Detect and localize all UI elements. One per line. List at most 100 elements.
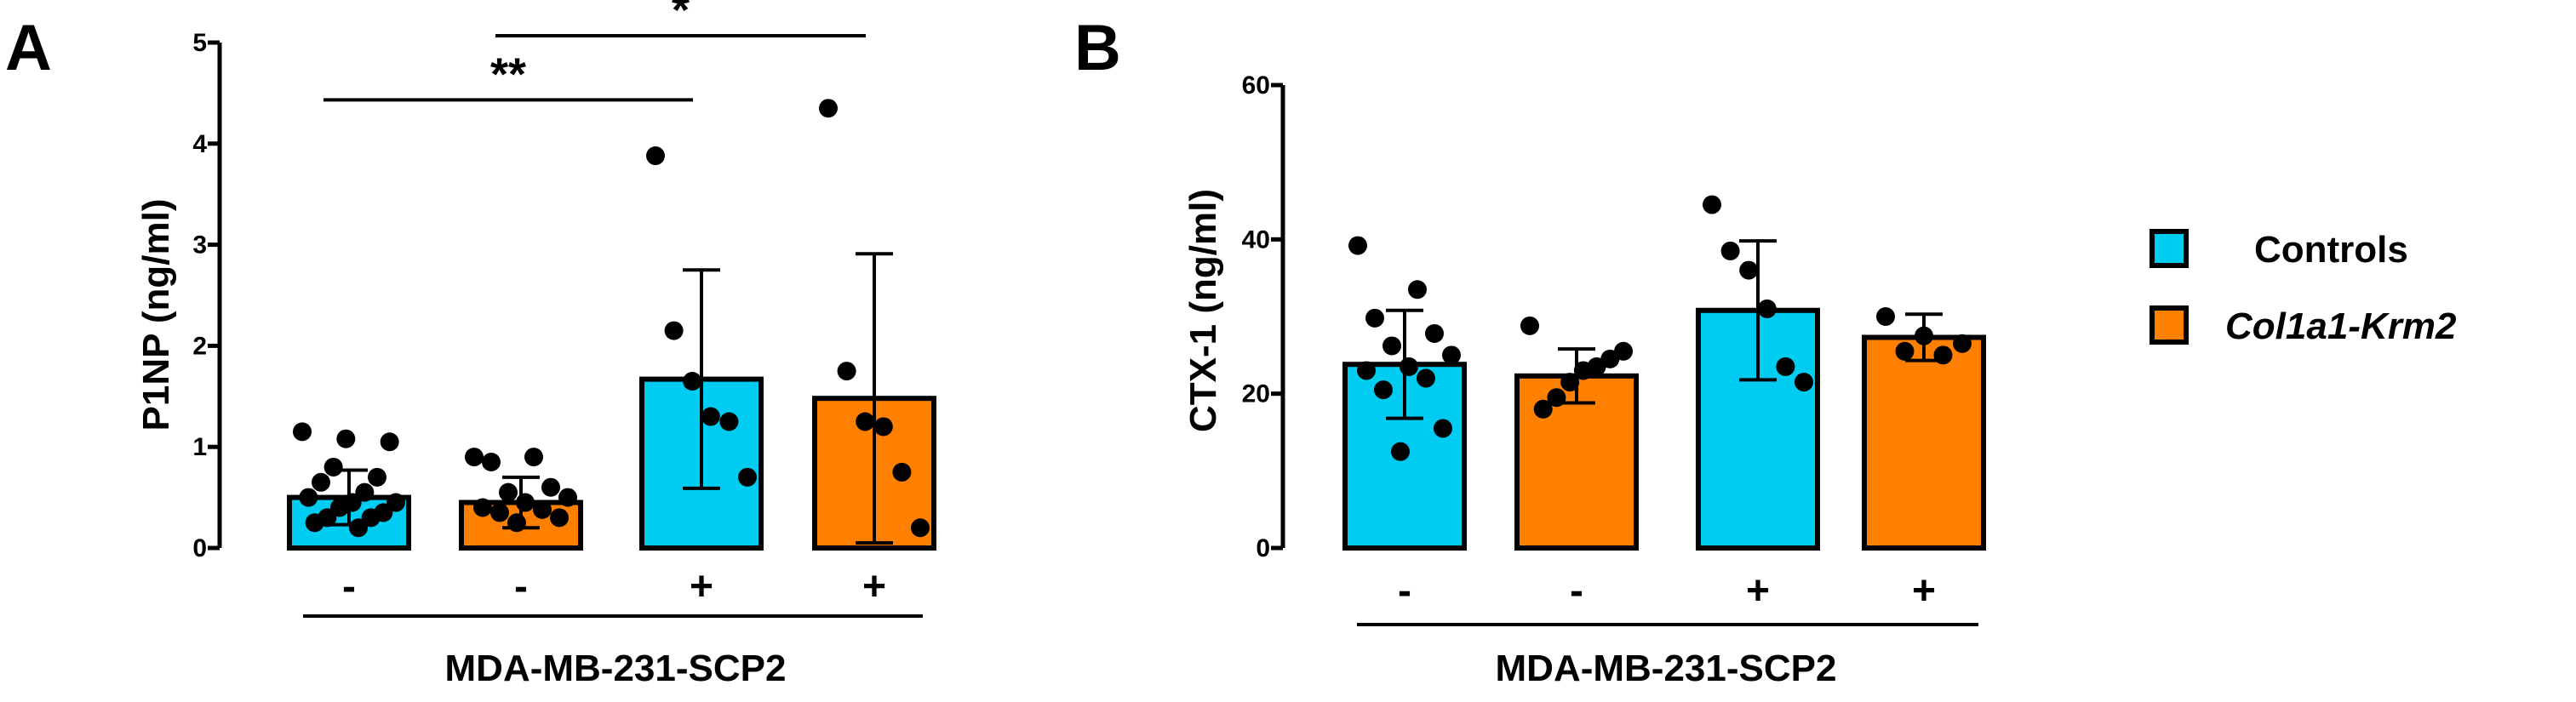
panel-b-treatment-label-3: + bbox=[1912, 568, 1936, 614]
panel-a-data-point bbox=[368, 467, 386, 487]
panel-b-y-tick-label: 40 bbox=[1242, 225, 1270, 254]
panel-a-data-point bbox=[323, 457, 343, 477]
panel-b-data-point bbox=[1520, 316, 1539, 335]
panel-b-data-point bbox=[1400, 357, 1418, 376]
panel-a-data-point bbox=[683, 371, 702, 391]
panel-a-y-tick-label: 3 bbox=[192, 231, 207, 260]
panel-a-data-point bbox=[507, 513, 526, 533]
panel-b-data-point bbox=[1953, 334, 1972, 353]
panel-b-treatment-label-1: - bbox=[1570, 568, 1583, 614]
panel-a-data-point bbox=[701, 407, 720, 426]
panel-a-data-point bbox=[336, 429, 356, 448]
panel-b-bar-3 bbox=[1862, 334, 1986, 551]
panel-a-data-point bbox=[819, 99, 838, 118]
panel-a-data-point bbox=[330, 498, 349, 517]
panel-a-data-point bbox=[473, 498, 492, 517]
legend-label-controls: Controls bbox=[2254, 229, 2408, 271]
panel-b-data-point bbox=[1703, 195, 1721, 214]
panel-b-data-point bbox=[1408, 280, 1427, 300]
panel-b-data-point bbox=[1720, 241, 1740, 260]
panel-b-data-point bbox=[1357, 361, 1376, 380]
panel-a-data-point bbox=[361, 508, 381, 528]
panel-a-data-point bbox=[550, 508, 569, 528]
panel-a-y-axis-label: P1NP (ng/ml) bbox=[135, 198, 177, 431]
panel-a-data-point bbox=[533, 499, 552, 519]
panel-a-y-tick-label: 4 bbox=[192, 130, 207, 158]
panel-b-data-point bbox=[1374, 380, 1393, 400]
panel-b-data-point bbox=[1434, 419, 1452, 438]
panel-a-data-point bbox=[541, 477, 560, 497]
panel-a-significance-label-1: * bbox=[672, 0, 690, 36]
panel-b-data-point bbox=[1933, 345, 1953, 365]
legend-swatch-krm2 bbox=[2150, 305, 2189, 345]
panel-b-data-point bbox=[1776, 357, 1795, 376]
panel-b-data-point bbox=[1895, 341, 1915, 361]
panel-a-data-point bbox=[499, 482, 518, 502]
panel-a-data-point bbox=[490, 503, 509, 522]
panel-a-data-point bbox=[380, 432, 399, 452]
panel-a-data-point bbox=[719, 412, 739, 431]
panel-b-data-point bbox=[1348, 236, 1367, 255]
panel-a-data-point bbox=[558, 488, 577, 507]
panel-a-data-point bbox=[856, 412, 875, 431]
panel-b-y-tick-label: 0 bbox=[1256, 534, 1270, 562]
panel-b-data-point bbox=[1915, 326, 1933, 345]
panel-a-x-axis-label: MDA-MB-231-SCP2 bbox=[445, 648, 787, 689]
panel-b-data-point bbox=[1417, 368, 1435, 388]
panel-b-x-axis-label: MDA-MB-231-SCP2 bbox=[1496, 648, 1837, 689]
panel-b-data-point bbox=[1391, 442, 1410, 461]
panel-b-data-point bbox=[1795, 373, 1813, 392]
panel-a-data-point bbox=[465, 448, 484, 467]
panel-b-treatment-label-0: - bbox=[1398, 568, 1411, 614]
panel-a-treatment-label-2: + bbox=[690, 564, 713, 609]
panel-a-data-point bbox=[386, 493, 405, 512]
panel-b-data-point bbox=[1382, 336, 1401, 356]
panel-a-data-point bbox=[837, 362, 856, 381]
panel-b-data-point bbox=[1365, 308, 1384, 328]
panel-a-letter: A bbox=[5, 12, 52, 84]
legend: Controls Col1a1-Krm2 bbox=[2150, 229, 2457, 347]
panel-a-y-tick-label: 5 bbox=[192, 29, 207, 57]
panel-a-data-point bbox=[299, 488, 318, 507]
panel-b-data-point bbox=[1739, 260, 1759, 280]
panel-b-data-point bbox=[1442, 345, 1461, 365]
legend-swatch-controls bbox=[2150, 229, 2189, 268]
legend-label-krm2: Col1a1-Krm2 bbox=[2225, 305, 2457, 347]
panel-a-data-point bbox=[305, 513, 324, 533]
panel-a-treatment-label-1: - bbox=[514, 564, 528, 609]
panel-a-data-point bbox=[524, 448, 543, 467]
panel-a-data-point bbox=[293, 422, 312, 442]
panel-b-treatment-label-2: + bbox=[1746, 568, 1770, 614]
panel-a-data-point bbox=[873, 417, 893, 437]
panel-a-data-point bbox=[664, 321, 684, 340]
panel-b-data-point bbox=[1425, 323, 1444, 343]
panel-a-treatment-label-3: + bbox=[862, 564, 886, 609]
panel-b-y-tick-label: 60 bbox=[1242, 71, 1270, 100]
panel-a-data-point bbox=[482, 453, 501, 472]
panel-b-data-point bbox=[1560, 373, 1580, 392]
panel-a-data-point bbox=[911, 518, 930, 538]
panel-a-data-point bbox=[349, 518, 368, 538]
panel-b-data-point bbox=[1547, 388, 1566, 408]
panel-b-data-point bbox=[1757, 299, 1777, 318]
panel-a-y-tick-label: 1 bbox=[192, 433, 207, 461]
panel-b-data-point bbox=[1876, 307, 1895, 326]
panel-b-y-axis-label: CTX-1 (ng/ml) bbox=[1182, 189, 1224, 432]
panel-a-significance-label-0: ** bbox=[490, 49, 526, 100]
panel-a-data-point bbox=[312, 472, 330, 492]
panel-a-y-tick-label: 2 bbox=[192, 332, 207, 360]
panel-a-treatment-label-0: - bbox=[342, 564, 356, 609]
panel-b-data-point bbox=[1533, 399, 1553, 419]
panel-b-letter: B bbox=[1074, 12, 1121, 84]
panel-b-y-tick-label: 20 bbox=[1242, 380, 1270, 408]
panel-a-data-point bbox=[355, 482, 375, 502]
panel-b-data-point bbox=[1573, 361, 1593, 380]
panel-a-y-tick-label: 0 bbox=[192, 534, 207, 562]
panel-a-data-point bbox=[646, 146, 665, 166]
panel-a-data-point bbox=[738, 467, 757, 487]
panel-a-data-point bbox=[892, 462, 912, 482]
panel-b-plot: - - + +0 20 40 60 bbox=[1242, 71, 1986, 626]
panel-a-data-point bbox=[516, 493, 535, 512]
